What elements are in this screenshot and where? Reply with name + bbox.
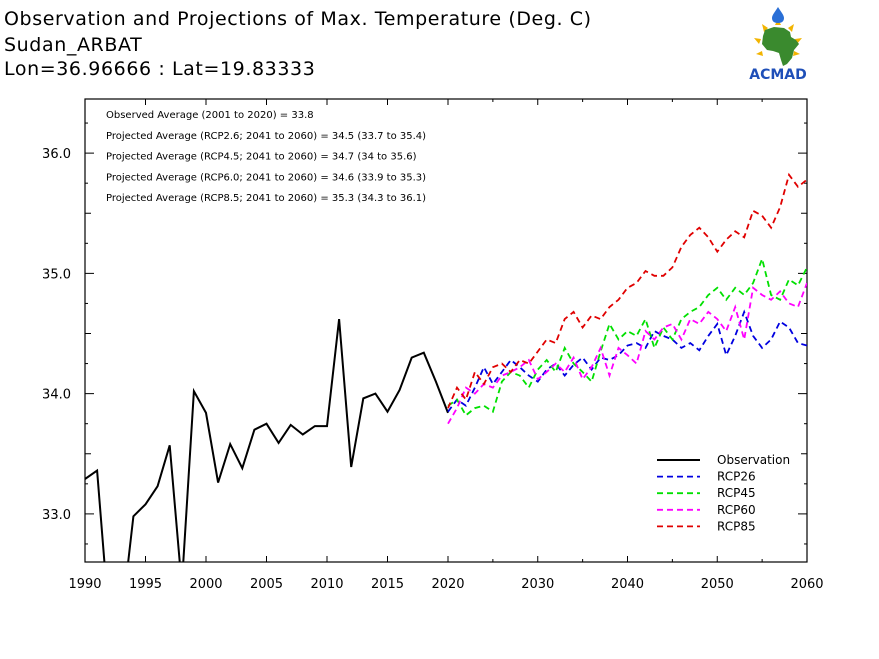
y-tick-label: 34.0 xyxy=(42,388,71,403)
x-tick-label: 2040 xyxy=(611,577,644,592)
legend-label: RCP45 xyxy=(717,486,756,500)
series-line-rcp60 xyxy=(447,282,807,425)
water-drop-icon xyxy=(772,7,784,23)
y-tick-label: 35.0 xyxy=(42,267,71,282)
statistic-line: Projected Average (RCP2.6; 2041 to 2060)… xyxy=(106,131,426,142)
statistics-panel: Observed Average (2001 to 2020) = 33.8 Pr… xyxy=(106,110,426,204)
data-series xyxy=(85,172,807,562)
x-tick-label: 2050 xyxy=(701,577,734,592)
africa-map-logo: ACMAD xyxy=(749,7,807,83)
x-tick-label: 2010 xyxy=(310,577,343,592)
x-tick-label: 2000 xyxy=(189,577,222,592)
y-tick-label: 33.0 xyxy=(42,508,71,523)
x-tick-label: 2060 xyxy=(790,577,823,592)
legend-label: RCP60 xyxy=(717,503,756,517)
africa-continent-icon xyxy=(762,27,799,66)
legend-label: RCP26 xyxy=(717,470,756,484)
legend: Observation RCP26 RCP45 RCP60 RCP85 xyxy=(657,453,790,533)
statistic-line: Projected Average (RCP4.5; 2041 to 2060)… xyxy=(106,152,417,163)
logo-text: ACMAD xyxy=(749,67,807,83)
series-line-rcp45 xyxy=(447,255,807,417)
series-line-rcp26 xyxy=(447,309,807,413)
series-line-rcp85 xyxy=(447,172,807,409)
legend-label: Observation xyxy=(717,453,790,467)
x-tick-label: 2015 xyxy=(371,577,404,592)
series-line-observation xyxy=(85,318,449,562)
chart-title: Observation and Projections of Max. Temp… xyxy=(4,8,592,30)
x-tick-label: 1995 xyxy=(129,577,162,592)
statistic-line: Observed Average (2001 to 2020) = 33.8 xyxy=(106,110,314,121)
x-tick-label: 2020 xyxy=(431,577,464,592)
location-name: Sudan_ARBAT xyxy=(4,34,143,56)
y-tick-label: 36.0 xyxy=(42,147,71,162)
x-tick-label: 1990 xyxy=(68,577,101,592)
statistic-line: Projected Average (RCP6.0; 2041 to 2060)… xyxy=(106,172,426,183)
plot-area xyxy=(84,98,808,563)
statistic-line: Projected Average (RCP8.5; 2041 to 2060)… xyxy=(106,193,426,204)
location-coordinates: Lon=36.96666 : Lat=19.83333 xyxy=(4,58,316,80)
legend-label: RCP85 xyxy=(717,519,756,533)
x-tick-label: 2005 xyxy=(250,577,283,592)
x-tick-label: 2030 xyxy=(521,577,554,592)
axis-ticks: 1990 1995 2000 2005 2010 2015 2020 2030 2040 2050… xyxy=(42,99,824,592)
